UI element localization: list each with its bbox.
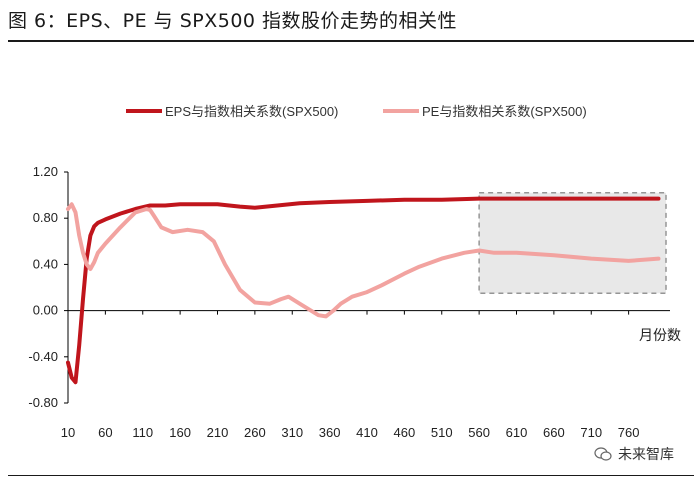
x-tick-label: 660 (543, 425, 565, 440)
y-tick-label: 0.00 (33, 303, 58, 318)
y-tick-label: 0.40 (33, 256, 58, 271)
y-tick-label: -0.40 (28, 349, 58, 364)
highlight-box (478, 192, 667, 295)
x-tick-label: 60 (98, 425, 112, 440)
x-tick-label: 310 (281, 425, 303, 440)
x-tick-label: 460 (394, 425, 416, 440)
x-tick-label: 610 (506, 425, 528, 440)
legend-eps-label: EPS与指数相关系数(SPX500) (165, 104, 338, 119)
figure-title: 图 6：EPS、PE 与 SPX500 指数股价走势的相关性 (8, 10, 458, 32)
x-tick-label: 210 (207, 425, 229, 440)
x-tick-label: 560 (468, 425, 490, 440)
bottom-rule (8, 475, 694, 476)
title-rule (8, 40, 694, 42)
wechat-icon (594, 447, 612, 461)
y-tick-label: 0.80 (33, 210, 58, 225)
watermark-text: 未来智库 (618, 447, 674, 463)
y-tick-label: 1.20 (33, 164, 58, 179)
x-tick-label: 510 (431, 425, 453, 440)
x-tick-label: 760 (618, 425, 640, 440)
x-tick-label: 10 (61, 425, 75, 440)
x-tick-label: 710 (580, 425, 602, 440)
y-tick-label: -0.80 (28, 395, 58, 410)
x-axis-label: 月份数 (639, 328, 681, 344)
legend-pe-label: PE与指数相关系数(SPX500) (422, 104, 587, 119)
x-tick-label: 360 (319, 425, 341, 440)
x-tick-label: 260 (244, 425, 266, 440)
watermark: 未来智库 (590, 442, 678, 466)
pe-series-line (66, 202, 661, 319)
x-tick-label: 160 (169, 425, 191, 440)
x-tick-label: 410 (356, 425, 378, 440)
x-tick-label: 110 (132, 425, 153, 440)
